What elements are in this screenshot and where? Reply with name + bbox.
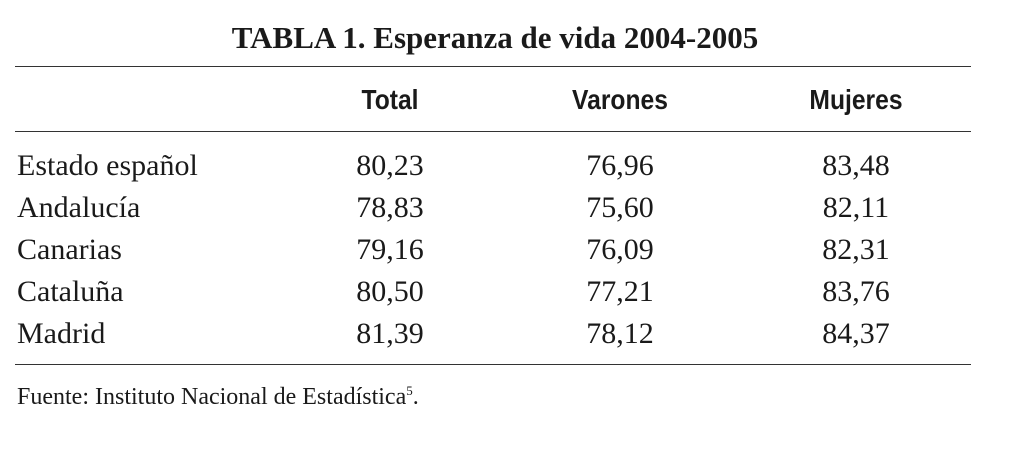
- column-header: Varones: [572, 84, 668, 115]
- footnote-ref: 5: [406, 383, 413, 398]
- column-header: Total: [361, 84, 419, 115]
- table-title: TABLA 1. Esperanza de vida 2004-2005: [231, 20, 759, 55]
- cell: 82,11: [822, 191, 890, 224]
- row-label: Estado español: [17, 149, 198, 182]
- cell: 76,96: [586, 149, 654, 182]
- cell: 82,31: [822, 233, 890, 266]
- rule: [15, 364, 971, 365]
- cell: 75,60: [586, 191, 654, 224]
- cell: 84,37: [822, 317, 890, 350]
- rule: [15, 131, 971, 132]
- cell: 80,23: [356, 149, 424, 182]
- cell: 83,48: [822, 149, 890, 182]
- cell: 78,83: [356, 191, 424, 224]
- row-label: Cataluña: [17, 275, 124, 308]
- cell: 79,16: [356, 233, 424, 266]
- cell: 78,12: [586, 317, 654, 350]
- source-end: .: [412, 384, 419, 410]
- cell: 77,21: [586, 275, 654, 308]
- cell: 80,50: [356, 275, 424, 308]
- row-label: Madrid: [17, 317, 106, 350]
- rule: [15, 66, 971, 67]
- row-label: Andalucía: [17, 191, 141, 224]
- cell: 83,76: [822, 275, 890, 308]
- source-note: Fuente: Instituto Nacional de Estadístic…: [17, 383, 419, 411]
- column-header: Mujeres: [809, 84, 903, 115]
- source-text: Fuente: Instituto Nacional de Estadístic…: [17, 384, 407, 410]
- cell: 81,39: [356, 317, 424, 350]
- row-label: Canarias: [17, 233, 122, 266]
- cell: 76,09: [586, 233, 654, 266]
